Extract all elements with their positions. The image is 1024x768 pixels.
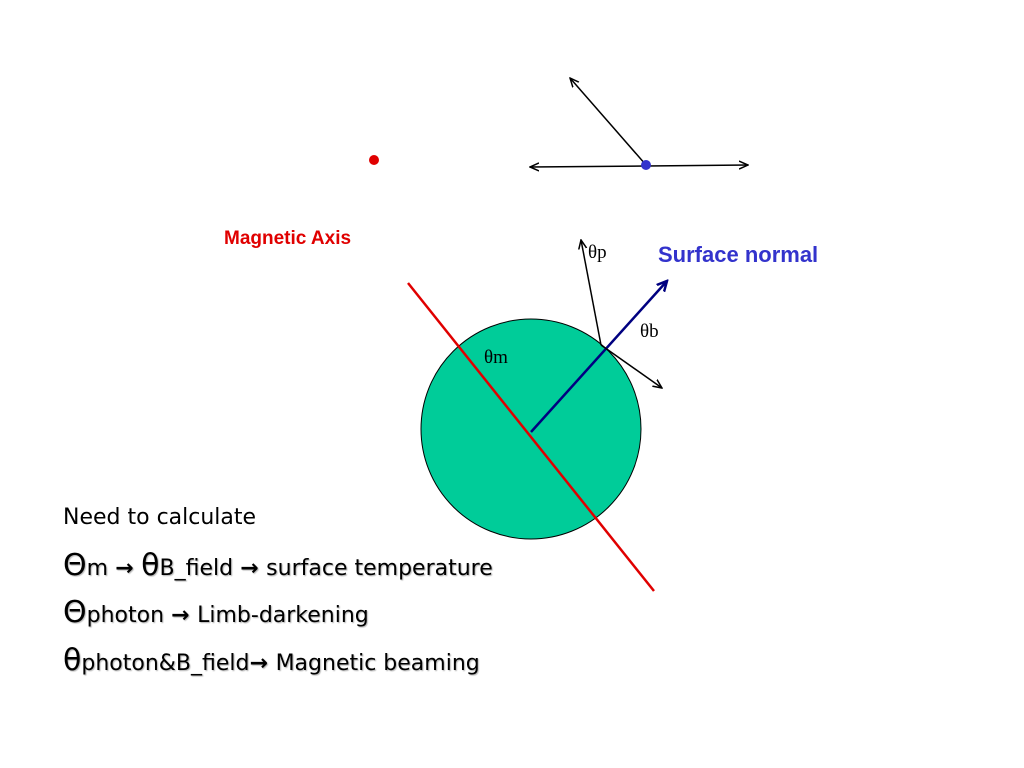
- text-line: θphoton&B_field→ Magnetic beaming: [63, 643, 480, 678]
- arrow: [581, 240, 602, 346]
- blue-dot: [641, 160, 651, 170]
- text-lines: Θm → θB_field → surface temperatureΘphot…: [63, 548, 493, 678]
- arrow: [600, 344, 662, 388]
- red-dot: [369, 155, 379, 165]
- surface-normal-label: Surface normal: [658, 242, 818, 267]
- text-line: Θphoton → Limb-darkening: [63, 595, 369, 630]
- text-part: Θ: [63, 548, 87, 583]
- theta-m: θm: [484, 347, 508, 368]
- text-part: θ: [141, 548, 159, 583]
- text-part: →: [115, 556, 141, 581]
- text-part: photon: [87, 603, 171, 628]
- text-part: θ: [63, 643, 81, 678]
- text-part: surface temperature: [266, 556, 493, 581]
- theta-b: θb: [640, 321, 659, 342]
- text-part: →: [249, 651, 275, 676]
- magnetic-axis: [407, 282, 655, 592]
- text-line: Θm → θB_field → surface temperature: [63, 548, 493, 583]
- theta-p: θp: [588, 242, 607, 263]
- text-part: m: [87, 556, 115, 581]
- star: [420, 318, 642, 540]
- arrow: [645, 165, 748, 166]
- text-part: photon&B_field: [81, 651, 249, 676]
- arrow: [530, 166, 647, 167]
- text-part: Magnetic beaming: [276, 651, 480, 676]
- text-part: B_field: [160, 556, 241, 581]
- heading: Need to calculate: [63, 505, 256, 530]
- text-part: →: [171, 603, 197, 628]
- magnetic-axis-label: Magnetic Axis: [224, 228, 351, 249]
- arrow: [570, 78, 647, 166]
- text-part: →: [240, 556, 266, 581]
- text-part: Θ: [63, 595, 87, 630]
- surface-normal-arrow: [530, 281, 667, 433]
- text-part: Limb-darkening: [197, 603, 369, 628]
